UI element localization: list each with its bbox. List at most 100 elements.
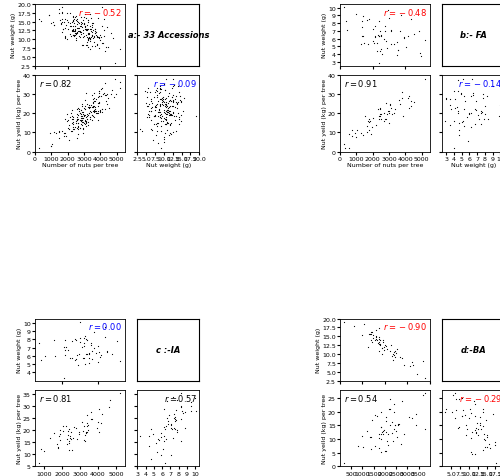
Point: [54, 128, 62, 136]
Point: [380, 346, 388, 354]
Point: [366, 331, 374, 338]
Point: [80, 120, 88, 128]
Point: [169, 129, 177, 137]
Point: [396, 353, 404, 361]
Point: [149, 137, 157, 144]
Point: [160, 115, 168, 123]
Point: [376, 106, 384, 114]
Point: [380, 344, 388, 351]
Point: [363, 129, 371, 137]
Point: [358, 331, 366, 339]
Point: [143, 94, 151, 102]
Point: [72, 30, 80, 38]
Point: [69, 114, 77, 122]
Point: [71, 26, 79, 34]
Point: [80, 23, 88, 31]
Point: [154, 436, 162, 443]
Point: [389, 356, 397, 364]
Point: [375, 325, 383, 332]
Point: [68, 26, 76, 34]
Point: [72, 424, 80, 432]
Y-axis label: Nut yeild (kg) per tree: Nut yeild (kg) per tree: [322, 393, 326, 463]
Point: [54, 443, 62, 451]
Point: [382, 39, 390, 46]
Point: [80, 21, 88, 29]
Point: [166, 130, 174, 138]
Point: [147, 455, 155, 463]
Point: [87, 341, 95, 348]
Point: [105, 403, 113, 411]
Point: [394, 421, 402, 429]
Point: [155, 107, 163, 115]
Point: [156, 101, 164, 109]
Point: [172, 425, 179, 433]
Point: [374, 106, 382, 113]
Point: [179, 409, 187, 416]
Point: [186, 398, 194, 406]
Point: [99, 40, 107, 48]
Point: [382, 428, 390, 436]
Point: [372, 121, 380, 129]
Point: [466, 406, 473, 413]
Point: [398, 89, 406, 97]
Point: [168, 102, 175, 110]
Point: [91, 108, 99, 116]
Point: [68, 129, 76, 136]
Point: [152, 87, 160, 95]
Point: [90, 108, 98, 115]
Point: [56, 436, 64, 444]
Point: [171, 104, 179, 112]
Point: [164, 110, 172, 118]
Y-axis label: Nut weight (g): Nut weight (g): [16, 327, 21, 373]
Point: [138, 128, 146, 136]
Point: [74, 28, 82, 36]
Point: [177, 403, 185, 410]
Point: [406, 17, 414, 24]
Point: [462, 432, 470, 439]
Point: [376, 113, 384, 121]
Point: [56, 6, 64, 13]
Point: [91, 106, 99, 113]
Point: [96, 38, 104, 45]
Point: [90, 89, 98, 97]
Point: [358, 33, 366, 40]
Point: [78, 115, 86, 122]
Point: [86, 104, 94, 111]
Point: [163, 119, 171, 127]
Point: [77, 118, 85, 126]
Point: [44, 12, 52, 20]
Point: [174, 89, 182, 97]
Point: [78, 19, 86, 26]
Point: [483, 433, 491, 441]
Point: [380, 110, 388, 118]
Point: [153, 448, 161, 456]
Point: [382, 418, 390, 426]
Point: [100, 33, 108, 41]
Point: [392, 427, 400, 435]
Point: [94, 42, 102, 50]
Point: [86, 108, 94, 115]
Point: [150, 113, 158, 121]
Point: [90, 328, 98, 336]
Point: [442, 96, 450, 103]
Point: [107, 30, 115, 37]
Point: [76, 29, 84, 36]
Point: [89, 104, 97, 111]
Point: [164, 109, 172, 117]
Point: [356, 130, 364, 138]
Point: [463, 114, 471, 121]
Point: [75, 351, 83, 358]
Point: [64, 347, 72, 354]
Point: [497, 92, 500, 99]
Point: [88, 20, 96, 28]
Point: [156, 85, 164, 93]
Point: [378, 111, 386, 119]
Point: [86, 109, 94, 117]
Point: [376, 105, 384, 113]
Point: [340, 140, 348, 148]
Point: [76, 110, 84, 118]
Point: [70, 33, 78, 41]
Point: [69, 126, 77, 134]
Point: [144, 85, 152, 92]
X-axis label: Nut weight (g): Nut weight (g): [146, 163, 191, 168]
